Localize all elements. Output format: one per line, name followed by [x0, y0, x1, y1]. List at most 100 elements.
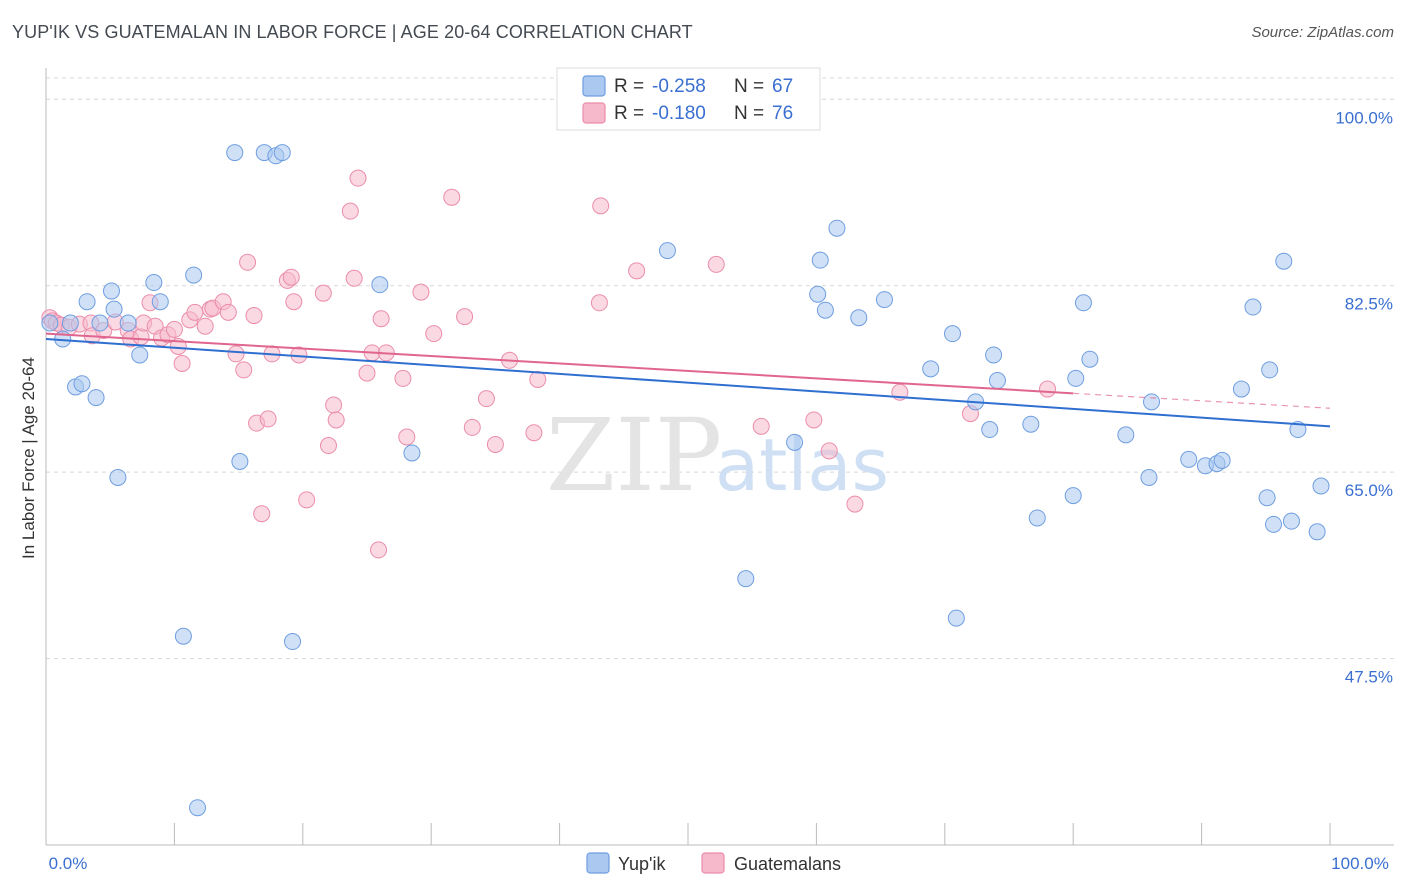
- series-legend: Yup'ik Guatemalans: [586, 852, 841, 874]
- stats-legend: R = -0.258 N = 67 R = -0.180 N = 76: [556, 67, 821, 131]
- yupik-point: [189, 799, 207, 817]
- guatemalan-point: [345, 269, 363, 287]
- yupik-point: [273, 144, 291, 162]
- x-tick-label-min: 0.0%: [49, 854, 88, 873]
- guatemalan-point: [173, 354, 191, 372]
- yupik-trend-line: [45, 337, 1331, 428]
- yupik-point: [403, 444, 421, 462]
- yupik-point: [1213, 451, 1231, 469]
- guatemalan-point: [846, 495, 864, 513]
- yupik-point: [41, 314, 59, 332]
- guatemalan-point: [529, 370, 547, 388]
- yupik-point: [1140, 468, 1158, 486]
- guatemalan-point: [394, 369, 412, 387]
- yupik-point: [1067, 369, 1085, 387]
- yupik-point: [185, 266, 203, 284]
- axes: [45, 68, 1394, 846]
- legend-n-label-blue: N =: [734, 76, 764, 97]
- guatemalan-point: [425, 325, 443, 343]
- y-tick-label: 47.5%: [1345, 668, 1393, 687]
- yupik-point: [828, 219, 846, 237]
- yupik-point: [1180, 450, 1198, 468]
- guatemalan-point: [245, 307, 263, 325]
- yupik-point: [87, 389, 105, 407]
- yupik-point: [1289, 421, 1307, 439]
- yupik-point: [151, 293, 169, 311]
- yupik-point: [811, 251, 829, 269]
- guatemalan-point: [253, 505, 271, 523]
- yupik-point: [1265, 515, 1283, 533]
- legend-swatch-blue: [582, 75, 606, 97]
- watermark: ZIP atlas: [546, 397, 889, 514]
- y-tick-label: 82.5%: [1345, 295, 1393, 314]
- guatemalan-point: [165, 320, 183, 338]
- guatemalan-point: [372, 310, 390, 328]
- yupik-point: [145, 274, 163, 292]
- guatemalan-point: [132, 328, 150, 346]
- guatemalan-point: [325, 396, 343, 414]
- guatemalan-point: [486, 435, 504, 453]
- yupik-point: [1081, 350, 1099, 368]
- guatemalan-point: [592, 197, 610, 215]
- legend-n-value-blue: 67: [772, 76, 793, 97]
- guatemalan-point: [259, 410, 277, 428]
- guatemalan-point: [239, 253, 257, 271]
- yupik-point: [1232, 380, 1250, 398]
- guatemalan-point: [456, 308, 474, 326]
- legend-item-guatemalans-swatch: [701, 852, 725, 874]
- guatemalan-point: [235, 361, 253, 379]
- yupik-point: [658, 242, 676, 260]
- guatemalan-trend-line-extension: [1073, 392, 1331, 409]
- legend-swatch-pink: [582, 102, 606, 124]
- yupik-point: [284, 633, 302, 651]
- guatemalan-point: [219, 303, 237, 321]
- legend-n-label-pink: N =: [734, 103, 764, 124]
- guatemalan-point: [1039, 380, 1057, 398]
- guatemalan-point: [358, 364, 376, 382]
- yupik-point: [1258, 489, 1276, 507]
- y-tick-label: 65.0%: [1345, 481, 1393, 500]
- yupik-point: [944, 325, 962, 343]
- yupik-point: [91, 314, 109, 332]
- yupik-point: [1282, 512, 1300, 530]
- yupik-point: [850, 309, 868, 327]
- guatemalan-point: [820, 442, 838, 460]
- guatemalan-point: [196, 317, 214, 335]
- yupik-point: [1244, 298, 1262, 316]
- yupik-point: [231, 453, 249, 470]
- legend-item-yupik-swatch: [586, 852, 610, 874]
- chart-title: YUP'IK VS GUATEMALAN IN LABOR FORCE | AG…: [12, 22, 693, 42]
- yupik-point: [947, 609, 965, 627]
- yupik-point: [922, 360, 940, 378]
- guatemalan-point: [463, 418, 481, 436]
- guatemalan-point: [314, 284, 332, 302]
- guatemalan-point: [590, 294, 608, 312]
- yupik-point: [1261, 361, 1279, 379]
- yupik-point: [809, 285, 827, 303]
- guatemalan-point: [477, 390, 495, 408]
- yupik-point: [1143, 393, 1161, 411]
- guatemalan-point: [282, 268, 300, 286]
- yupik-point: [875, 291, 893, 309]
- yupik-point: [131, 346, 149, 364]
- yupik-point: [988, 372, 1006, 390]
- yupik-point: [985, 346, 1003, 364]
- legend-r-value-pink: -0.180: [652, 103, 706, 124]
- yupik-point: [109, 468, 127, 486]
- yupik-point: [105, 300, 123, 318]
- guatemalan-point: [805, 411, 823, 429]
- legend-n-value-pink: 76: [772, 103, 793, 124]
- yupik-point: [371, 276, 389, 294]
- guatemalan-point: [707, 255, 725, 273]
- guatemalan-point: [752, 417, 770, 435]
- yupik-point: [226, 144, 244, 162]
- guatemalan-point: [412, 283, 430, 301]
- y-tick-label: 100.0%: [1335, 108, 1393, 127]
- yupik-point: [1028, 509, 1046, 527]
- yupik-point: [78, 293, 96, 311]
- guatemalan-point: [341, 202, 359, 220]
- yupik-point: [1117, 426, 1135, 444]
- watermark-atlas: atlas: [715, 423, 889, 507]
- guatemalan-point: [319, 437, 337, 455]
